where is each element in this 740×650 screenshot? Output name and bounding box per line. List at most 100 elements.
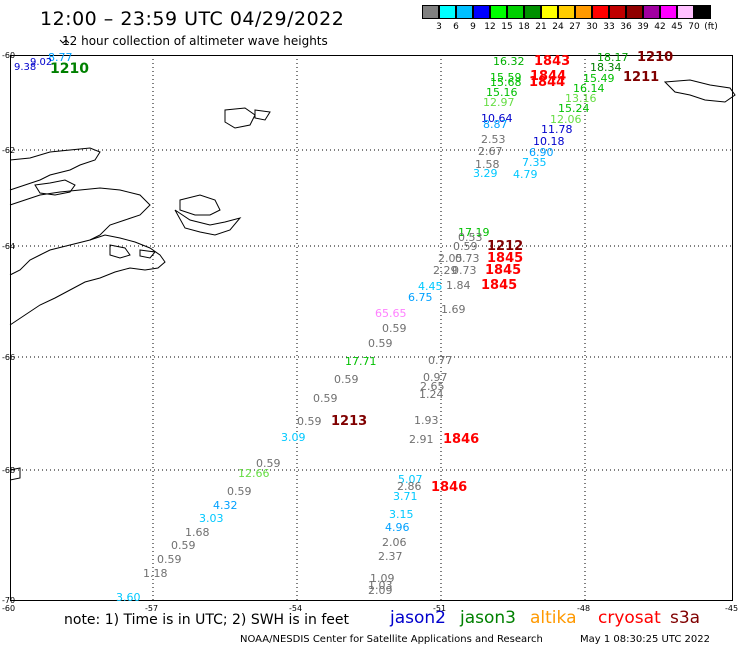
wave-height-label: 1846 [431,480,468,495]
scale-swatch [490,5,507,19]
scale-label: 6 [453,22,459,32]
scale-swatch [643,5,660,19]
wave-height-label: 0.97 [423,371,448,384]
wave-height-label: 12.66 [238,467,270,480]
wave-height-label: 3.09 [281,431,306,444]
map-subtitle: 12 hour collection of altimeter wave hei… [62,34,328,48]
latitude-label: -62 [2,146,16,155]
scale-label: 70 [688,22,700,32]
wave-height-label: 0.59 [334,373,359,386]
scale-label: 27 [569,22,581,32]
scale-swatch [541,5,558,19]
wave-height-label: 1211 [623,70,660,85]
coastline [9,39,736,481]
wave-height-label: 0.59 [227,485,252,498]
wave-height-label: 6.90 [529,146,554,159]
wave-height-label: 3.29 [473,167,498,180]
scale-swatch [575,5,592,19]
map-title: 12:00 – 23:59 UTC 04/29/2022 [40,8,345,30]
wave-height-label: 1843 [534,54,571,69]
scale-label: 9 [470,22,476,32]
wave-height-label: 15.49 [583,72,615,85]
wave-height-label: 0.59 [297,415,322,428]
scale-swatch [694,5,711,19]
wave-height-label: 1.84 [446,279,471,292]
wave-height-label: 12.06 [550,113,582,126]
wave-height-label: 0.53 [458,231,483,244]
wave-height-label: 1845 [481,278,518,293]
longitude-label: -54 [289,604,303,613]
scale-swatch [558,5,575,19]
wave-height-label: 3.60 [116,591,141,604]
scale-swatch [456,5,473,19]
wave-height-label: 15.16 [486,86,518,99]
wave-height-label: 1213 [331,414,368,429]
wave-height-label: 0.59 [313,392,338,405]
scale-swatch [439,5,456,19]
scale-label: 33 [603,22,615,32]
wave-height-label: 1212 [487,239,524,254]
wave-height-label: 2.65 [420,380,445,393]
wave-height-label: 12.97 [483,96,515,109]
wave-height-label: 5.07 [398,473,423,486]
wave-height-label: 4.96 [385,521,410,534]
wave-height-label: 15.24 [558,102,590,115]
wave-height-label: 1846 [443,432,480,447]
wave-height-label: 11.78 [541,123,573,136]
wave-height-label: 1210 [637,50,674,65]
satellite-legend-altika: altika [530,608,577,628]
scale-swatch [422,5,439,19]
wave-height-label: 1210 [50,61,89,77]
wave-height-label: 9.38 [14,62,37,73]
wave-height-label: 4.45 [418,280,443,293]
wave-height-label: 1.03 [368,579,393,592]
scale-swatch [592,5,609,19]
satellite-legend-s3a: s3a [670,608,701,628]
wave-height-label: 18.17 [597,51,629,64]
satellite-legend-jason3: jason3 [460,608,516,628]
wave-height-label: 8.87 [483,118,508,131]
wave-height-label: 2.09 [368,584,393,597]
wave-height-label: 0.59 [157,553,182,566]
scale-swatch [524,5,541,19]
wave-height-label: 65.65 [375,307,407,320]
wave-height-label: 10.64 [481,112,513,125]
scale-label: 36 [620,22,632,32]
wave-height-label: 0.73 [452,264,477,277]
wave-height-label: 1.69 [441,303,466,316]
wave-height-label: 6.75 [408,291,433,304]
wave-height-label: 17.71 [345,355,377,368]
latitude-label: -66 [2,353,16,362]
longitude-label: -51 [433,604,447,613]
wave-height-label: 16.14 [573,82,605,95]
scale-label: 18 [518,22,530,32]
wave-height-label: 4.32 [213,499,238,512]
longitude-label: -57 [145,604,159,613]
wave-height-label: 2.05 [438,252,463,265]
timestamp: May 1 08:30:25 UTC 2022 [580,634,710,645]
wave-height-label: 3.15 [389,508,414,521]
scale-swatch [507,5,524,19]
wave-height-label: 3.71 [393,490,418,503]
scale-label: 3 [436,22,442,32]
latitude-label: -64 [2,242,16,251]
scale-label: 24 [552,22,564,32]
wave-height-label: 1844 [529,75,566,90]
wave-height-label: 2.53 [481,133,506,146]
wave-height-label: 1.93 [414,414,439,427]
wave-height-label: 15.59 [490,71,522,84]
wave-height-label: 18.34 [590,61,622,74]
scale-label: 15 [501,22,513,32]
wave-height-label: 2.67 [478,145,503,158]
wave-height-label: 0.59 [382,322,407,335]
wave-height-label: 0.59 [171,539,196,552]
wave-height-label: 0.59 [453,240,478,253]
latitude-label: -60 [2,51,16,60]
satellite-legend-cryosat: cryosat [598,608,661,628]
wave-height-label: 8.77 [48,51,73,64]
scale-label: 12 [484,22,496,32]
wave-height-label: 2.29 [433,264,458,277]
wave-height-label: 10.18 [533,135,565,148]
scale-label: 21 [535,22,547,32]
